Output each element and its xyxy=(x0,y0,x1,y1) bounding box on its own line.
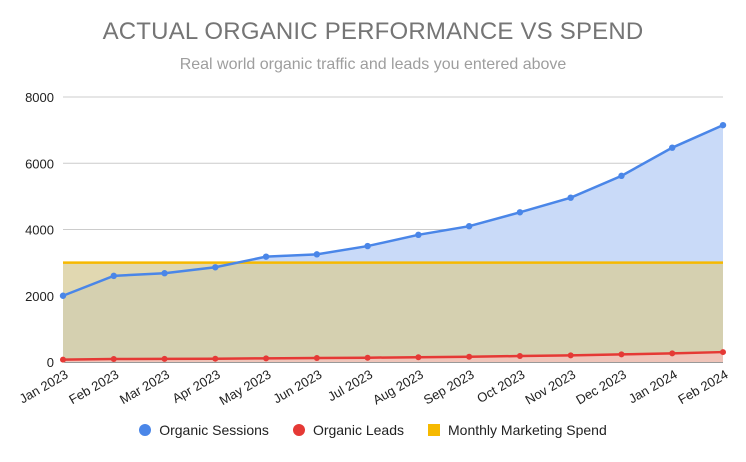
x-tick-label: May 2023 xyxy=(217,367,274,409)
x-tick-label: Feb 2024 xyxy=(675,367,730,407)
point-organic-sessions xyxy=(262,253,270,260)
point-organic-sessions xyxy=(364,242,371,250)
point-organic-sessions xyxy=(719,121,727,129)
point-organic-sessions xyxy=(516,209,524,216)
point-organic-leads xyxy=(669,350,676,357)
point-organic-sessions xyxy=(313,251,321,258)
legend-label-sessions: Organic Sessions xyxy=(159,422,269,438)
point-organic-leads xyxy=(313,355,320,362)
point-organic-sessions xyxy=(567,194,574,201)
x-tick-label: Jan 2023 xyxy=(17,367,71,407)
legend-item-leads[interactable]: Organic Leads xyxy=(292,422,404,438)
x-tick-label: Feb 2023 xyxy=(66,367,121,407)
y-tick-label: 2000 xyxy=(25,289,54,304)
legend-swatch-sessions xyxy=(139,424,152,436)
x-tick-label: Sep 2023 xyxy=(421,367,477,408)
legend-label-spend: Monthly Marketing Spend xyxy=(448,422,607,438)
x-tick-label: Nov 2023 xyxy=(522,367,578,408)
point-organic-leads xyxy=(720,349,726,356)
chart-title: ACTUAL ORGANIC PERFORMANCE VS SPEND xyxy=(102,18,644,45)
point-organic-leads xyxy=(161,355,168,362)
y-tick-label: 6000 xyxy=(25,156,54,171)
point-organic-leads xyxy=(516,353,523,360)
point-organic-sessions xyxy=(59,292,67,299)
x-tick-label: Jul 2023 xyxy=(325,367,375,405)
point-organic-sessions xyxy=(161,270,168,277)
x-tick-label: Mar 2023 xyxy=(117,367,172,407)
y-tick-label: 8000 xyxy=(25,90,54,105)
point-organic-leads xyxy=(618,351,625,358)
x-tick-label: Jan 2024 xyxy=(626,367,680,407)
legend-swatch-leads xyxy=(292,424,305,436)
point-organic-sessions xyxy=(618,172,625,180)
area-monthly-marketing-spend xyxy=(63,262,723,362)
x-tick-label: Dec 2023 xyxy=(573,367,629,408)
point-organic-sessions xyxy=(415,231,422,238)
point-organic-leads xyxy=(567,352,574,359)
point-organic-leads xyxy=(110,356,117,363)
point-organic-leads xyxy=(212,355,219,362)
legend-label-leads: Organic Leads xyxy=(312,422,404,438)
x-tick-label: Aug 2023 xyxy=(370,367,426,408)
chart-subtitle: Real world organic traffic and leads you… xyxy=(179,56,567,73)
point-organic-leads xyxy=(415,354,422,361)
x-tick-label: Apr 2023 xyxy=(170,367,223,406)
point-organic-sessions xyxy=(212,264,219,271)
x-tick-label: Jun 2023 xyxy=(271,367,325,407)
point-organic-sessions xyxy=(110,272,117,280)
legend-item-spend[interactable]: Monthly Marketing Spend xyxy=(428,422,607,438)
x-tick-label: Oct 2023 xyxy=(474,367,527,406)
point-organic-leads xyxy=(364,354,371,361)
point-organic-leads xyxy=(60,356,66,363)
legend: Organic Sessions Organic Leads Monthly M… xyxy=(0,422,746,438)
point-organic-sessions xyxy=(669,144,676,151)
legend-swatch-spend xyxy=(428,424,440,436)
point-organic-leads xyxy=(466,353,473,360)
y-tick-label: 4000 xyxy=(25,223,54,238)
point-organic-leads xyxy=(263,355,270,362)
point-organic-sessions xyxy=(465,222,473,230)
legend-item-sessions[interactable]: Organic Sessions xyxy=(139,422,269,438)
line-organic-leads xyxy=(62,350,724,361)
y-tick-label: 0 xyxy=(47,355,54,370)
line-organic-sessions xyxy=(62,124,724,297)
